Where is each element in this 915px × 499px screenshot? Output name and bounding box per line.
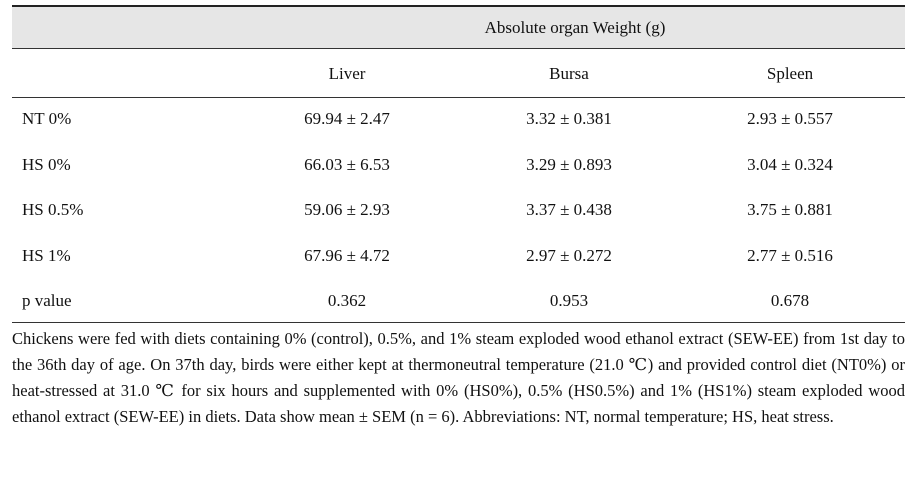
header-band [12, 5, 905, 48]
cell: 59.06 ± 2.93 [304, 200, 390, 219]
column-header: Spleen [766, 64, 814, 83]
row-label: HS 0.5% [22, 200, 84, 219]
cell: 3.37 ± 0.438 [526, 200, 612, 219]
cell: 3.29 ± 0.893 [526, 155, 612, 174]
group-header: Absolute organ Weight (g) [484, 18, 666, 37]
cell: 2.97 ± 0.272 [526, 246, 612, 265]
cell: 3.75 ± 0.881 [747, 200, 833, 219]
row-label: HS 1% [22, 246, 71, 265]
rule [12, 97, 905, 98]
row-label: p value [22, 291, 72, 310]
cell: 2.93 ± 0.557 [747, 109, 833, 128]
cell: 67.96 ± 4.72 [304, 246, 390, 265]
cell: 3.32 ± 0.381 [526, 109, 612, 128]
row-label: NT 0% [22, 109, 72, 128]
cell: 2.77 ± 0.516 [747, 246, 833, 265]
rule [12, 48, 905, 49]
rule [12, 322, 905, 323]
footnote: Chickens were fed with diets containing … [12, 329, 905, 426]
row-label: HS 0% [22, 155, 71, 174]
column-header: Bursa [549, 64, 589, 83]
cell: 0.678 [770, 291, 810, 310]
cell: 0.362 [327, 291, 367, 310]
cell: 66.03 ± 6.53 [304, 155, 390, 174]
cell: 0.953 [549, 291, 589, 310]
cell: 69.94 ± 2.47 [304, 109, 390, 128]
cell: 3.04 ± 0.324 [747, 155, 833, 174]
column-header: Liver [328, 64, 366, 83]
